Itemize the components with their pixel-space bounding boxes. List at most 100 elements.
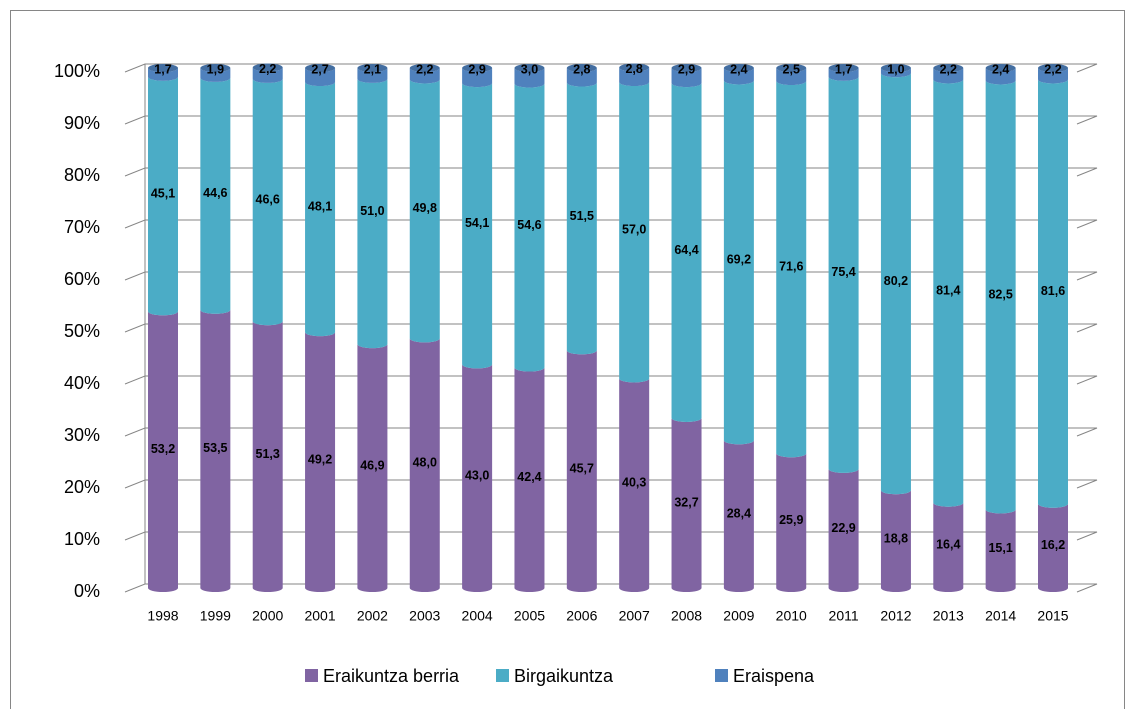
x-tick-label: 2010 <box>776 608 807 624</box>
bar-segment <box>148 76 178 316</box>
bar-segment <box>619 82 650 383</box>
bar-segment <box>305 82 336 337</box>
bar-cap <box>985 64 1016 72</box>
bar-segment <box>776 453 807 592</box>
y-tick-label: 40% <box>64 373 100 393</box>
bar-segment <box>514 68 545 88</box>
bar-segment <box>200 77 231 314</box>
grid-line <box>124 63 1098 73</box>
legend-swatch <box>715 669 728 682</box>
value-label: 2,4 <box>992 62 1009 76</box>
bar-segment <box>514 367 545 592</box>
bar-segment <box>566 68 597 87</box>
bar-cap <box>357 64 388 72</box>
value-label: 40,3 <box>622 476 646 490</box>
bar-segment <box>828 76 859 473</box>
value-label: 15,1 <box>988 541 1012 555</box>
x-tick-label: 2015 <box>1037 608 1068 624</box>
value-label: 2,8 <box>573 62 590 76</box>
bar-segment <box>671 83 702 422</box>
value-label: 81,6 <box>1041 284 1065 298</box>
value-label: 64,4 <box>674 243 698 257</box>
bar-segment <box>828 68 859 81</box>
x-tick-label: 2007 <box>619 608 650 624</box>
value-label: 42,4 <box>517 470 541 484</box>
bar-cap <box>880 64 911 72</box>
value-label: 2,5 <box>783 62 800 76</box>
value-label: 16,4 <box>936 538 960 552</box>
value-label: 54,1 <box>465 216 489 230</box>
x-tick-label: 2002 <box>357 608 388 624</box>
value-label: 53,5 <box>203 441 227 455</box>
value-label: 51,5 <box>570 209 594 223</box>
bar-segment <box>252 321 283 592</box>
legend-label: Birgaikuntza <box>514 666 614 686</box>
legend-label: Eraikuntza berria <box>323 666 460 686</box>
x-tick-label: 2005 <box>514 608 545 624</box>
bar-segment <box>619 378 650 592</box>
bar-cap <box>252 63 283 72</box>
value-label: 2,2 <box>940 62 957 76</box>
value-label: 69,2 <box>727 253 751 267</box>
value-label: 45,1 <box>151 186 175 200</box>
bar-cap <box>462 64 493 72</box>
bar-segment <box>985 80 1016 514</box>
value-label: 2,8 <box>625 62 642 76</box>
legend-swatch <box>305 669 318 682</box>
bar-cap <box>514 64 545 72</box>
bar-cap <box>776 64 807 72</box>
value-label: 32,7 <box>674 495 698 509</box>
value-label: 80,2 <box>884 274 908 288</box>
y-tick-label: 100% <box>54 61 100 81</box>
y-tick-label: 60% <box>64 269 100 289</box>
x-tick-label: 2009 <box>723 608 754 624</box>
value-label: 46,6 <box>256 192 280 206</box>
bar-cap <box>933 64 964 72</box>
bar-segment <box>200 68 231 82</box>
bar-segment <box>880 490 911 592</box>
value-label: 43,0 <box>465 468 489 482</box>
bar-cap <box>671 64 702 72</box>
bar-segment <box>566 350 597 592</box>
x-tick-label: 2000 <box>252 608 283 624</box>
bar-segment <box>514 83 545 372</box>
bar-segment <box>1038 68 1068 84</box>
bar-segment <box>723 440 754 592</box>
value-label: 1,0 <box>887 62 904 76</box>
y-tick-label: 30% <box>64 425 100 445</box>
bar-segment <box>619 67 650 87</box>
bar-segment <box>409 79 440 343</box>
value-label: 45,7 <box>570 461 594 475</box>
value-label: 2,1 <box>364 62 381 76</box>
legend-swatch <box>496 669 509 682</box>
bar-segment <box>985 509 1016 592</box>
bar-cap <box>828 64 859 72</box>
x-tick-label: 2014 <box>985 608 1016 624</box>
bar-cap <box>619 63 650 72</box>
value-label: 1,9 <box>207 62 224 76</box>
value-label: 49,8 <box>413 201 437 215</box>
x-tick-label: 1999 <box>200 608 231 624</box>
y-tick-label: 50% <box>64 321 100 341</box>
x-tick-label: 1998 <box>147 608 178 624</box>
x-tick-label: 2013 <box>933 608 964 624</box>
bar-segment <box>462 364 493 592</box>
x-tick-label: 2006 <box>566 608 597 624</box>
value-label: 18,8 <box>884 531 908 545</box>
bar-segment <box>933 79 964 507</box>
bar-segment <box>252 78 283 326</box>
bar-segment <box>409 68 440 84</box>
y-tick-label: 0% <box>74 581 100 601</box>
value-label: 53,2 <box>151 442 175 456</box>
bar-segment <box>1038 503 1069 592</box>
bar-segment <box>357 344 388 592</box>
value-label: 28,4 <box>727 506 751 520</box>
value-label: 82,5 <box>988 287 1012 301</box>
bar-segment <box>462 83 493 369</box>
value-label: 48,0 <box>413 455 437 469</box>
bar-segment <box>148 68 178 81</box>
legend-label: Eraispena <box>733 666 815 686</box>
value-label: 2,2 <box>259 62 276 76</box>
bar-segment <box>462 68 493 88</box>
bar-cap <box>305 64 336 72</box>
